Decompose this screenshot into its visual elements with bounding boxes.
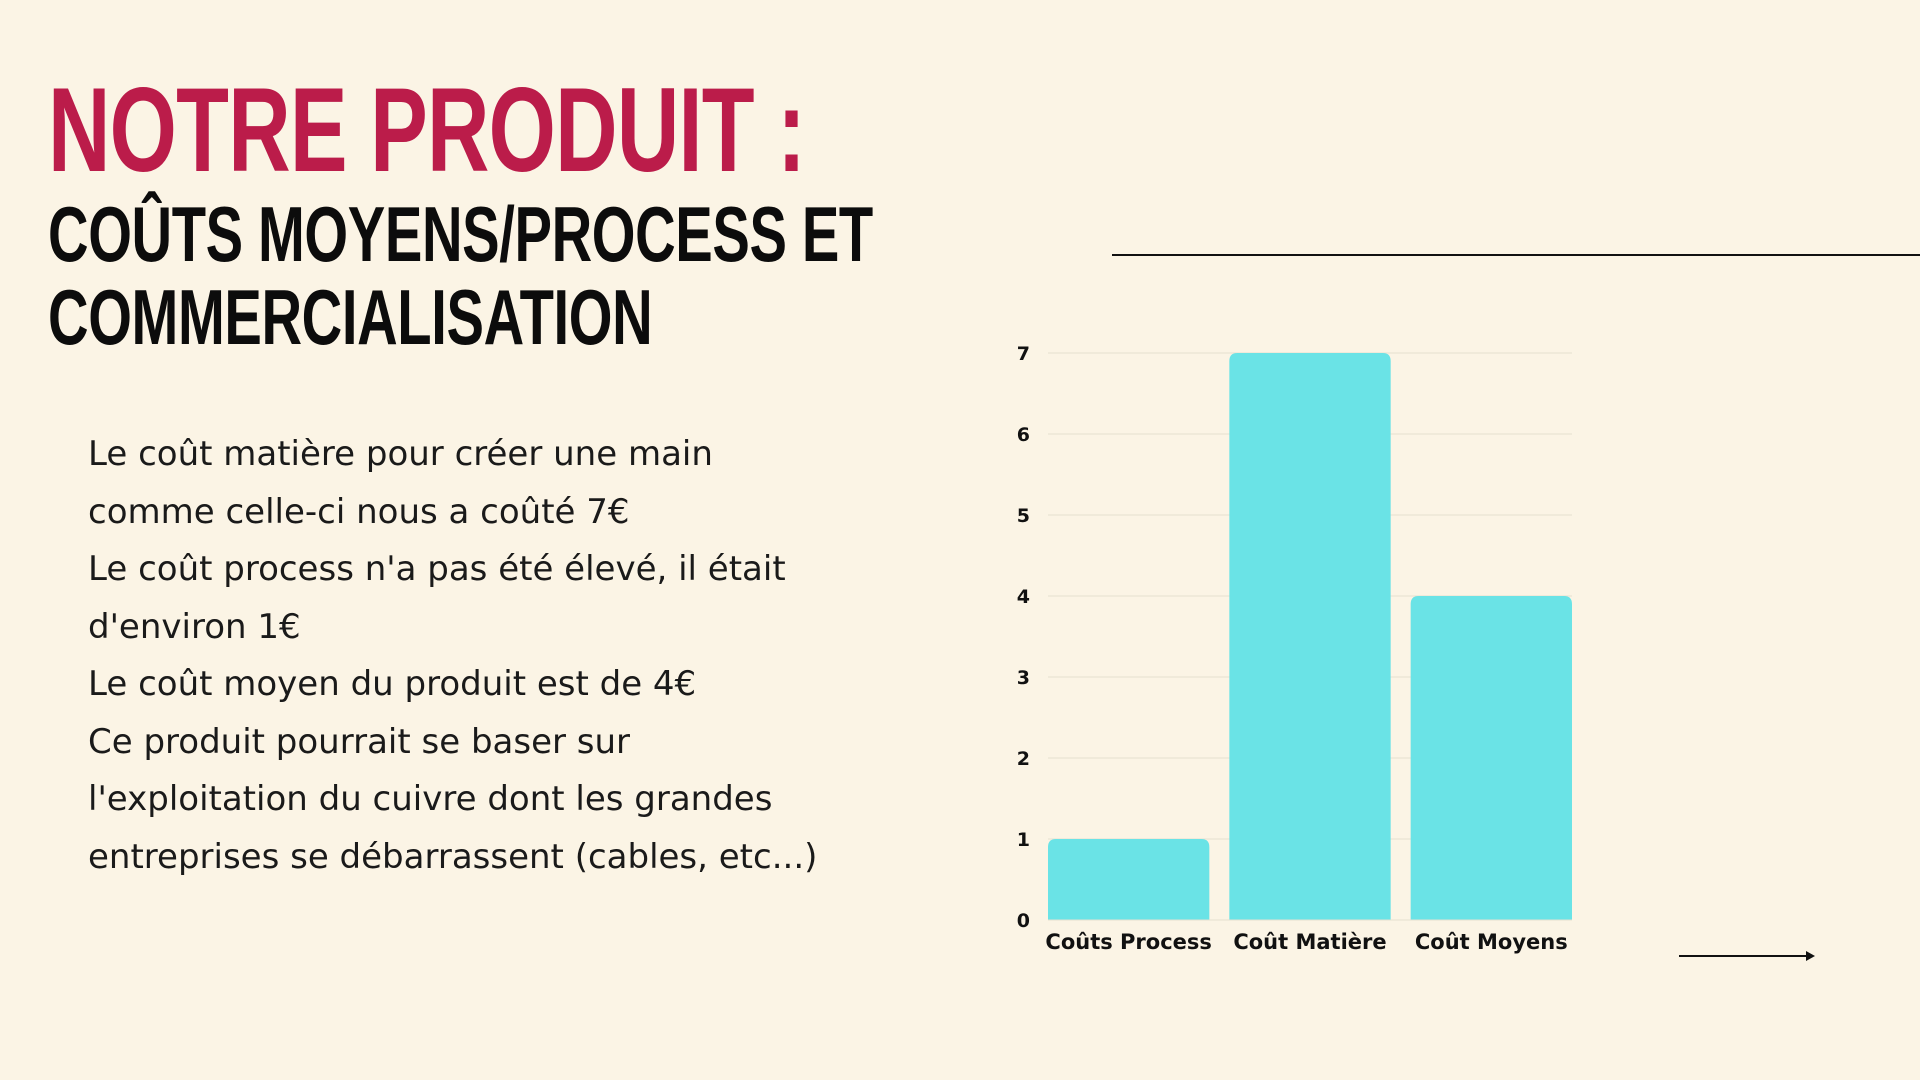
arrow-right-icon <box>1806 951 1815 961</box>
bar <box>1410 596 1572 920</box>
body-line: Le coût process n'a pas été élevé, il ét… <box>88 549 786 589</box>
y-tick-label: 2 <box>1017 748 1030 770</box>
body-line: Ce produit pourrait se baser sur <box>88 721 631 762</box>
y-tick-label: 4 <box>1017 586 1030 608</box>
y-tick-label: 6 <box>1017 424 1030 446</box>
body-line: d'environ 1€ <box>88 606 301 647</box>
x-category-label: Coût Matière <box>1233 930 1386 954</box>
body-text: Le coût matière pour créer une main comm… <box>88 426 888 886</box>
decorative-divider-line <box>1112 254 1920 256</box>
arrow-line <box>1679 955 1809 957</box>
body-line: Le coût moyen du produit est de 4€ <box>88 664 697 704</box>
body-line: Le coût matière pour créer une main <box>88 434 713 474</box>
subtitle-line: COMMERCIALISATION <box>48 273 653 361</box>
body-line: entreprises se débarrassent (cables, etc… <box>88 836 818 877</box>
body-line: l'exploitation du cuivre dont les grande… <box>88 779 773 819</box>
bar <box>1229 353 1391 920</box>
subtitle-line: COÛTS MOYENS/PROCESS ET <box>48 190 873 278</box>
bar <box>1048 839 1210 920</box>
y-tick-label: 0 <box>1017 910 1030 932</box>
y-tick-label: 5 <box>1017 505 1030 527</box>
slide-title: NOTRE PRODUIT : <box>48 63 806 197</box>
x-category-label: Coût Moyens <box>1415 930 1568 954</box>
x-category-label: Coûts Process <box>1045 930 1212 954</box>
y-tick-label: 3 <box>1017 667 1030 689</box>
body-line: comme celle-ci nous a coûté 7€ <box>88 491 630 532</box>
y-tick-label: 1 <box>1017 829 1030 851</box>
y-tick-label: 7 <box>1017 343 1030 365</box>
slide-subtitle: COÛTS MOYENS/PROCESS ET COMMERCIALISATIO… <box>48 193 873 359</box>
